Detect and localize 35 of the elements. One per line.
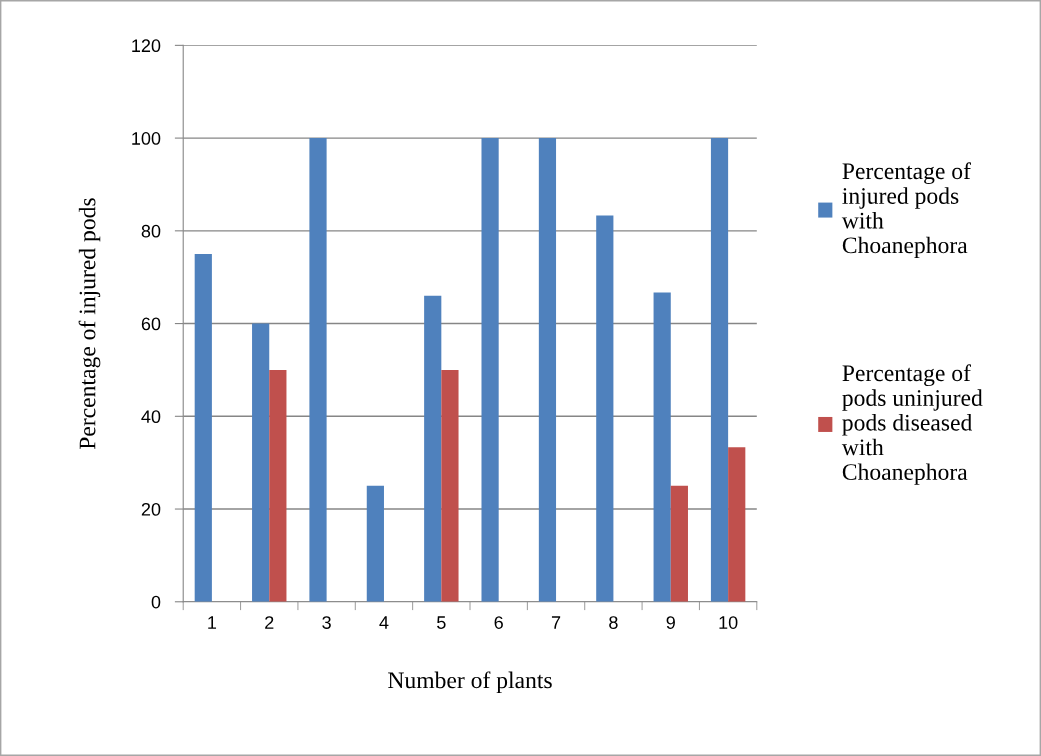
x-tick-label: 6 — [494, 616, 503, 629]
y-tick-label: 20 — [141, 502, 161, 516]
bar — [596, 215, 614, 602]
x-tick-label: 7 — [551, 616, 561, 629]
x-axis-title: Number of plants — [388, 671, 552, 694]
bar — [424, 295, 442, 602]
y-axis-title: Percentage of injured pods — [78, 198, 101, 450]
bar — [670, 485, 688, 602]
bar — [194, 254, 212, 602]
y-tick-label: 100 — [132, 132, 161, 145]
y-tick-label: 40 — [141, 410, 161, 424]
bar — [710, 138, 729, 602]
y-tick-label: 60 — [141, 317, 161, 331]
bar — [538, 138, 557, 602]
legend-label: Percentage of pods uninjured pods diseased with Choanephora — [841, 364, 983, 485]
x-tick-label: 4 — [379, 616, 389, 629]
x-tick-label: 2 — [265, 616, 274, 629]
bar — [441, 369, 459, 602]
bar — [366, 485, 384, 602]
y-tick-label: 80 — [141, 224, 161, 238]
x-tick-label: 5 — [437, 616, 446, 629]
y-tick-label: 120 — [132, 39, 161, 53]
bar — [252, 323, 270, 602]
x-tick-label: 9 — [666, 616, 675, 629]
bar — [653, 292, 671, 602]
legend-label: Percentage of injured pods with Choanephora — [841, 162, 971, 259]
x-tick-label: 3 — [322, 616, 331, 629]
bar — [269, 369, 287, 602]
bar — [728, 447, 746, 602]
x-tick-label: 1 — [208, 616, 217, 629]
bar — [481, 138, 499, 602]
x-tick-label: 10 — [719, 616, 738, 629]
x-tick-label: 8 — [609, 616, 618, 629]
y-tick-label: 0 — [151, 595, 161, 609]
bar — [309, 138, 327, 602]
